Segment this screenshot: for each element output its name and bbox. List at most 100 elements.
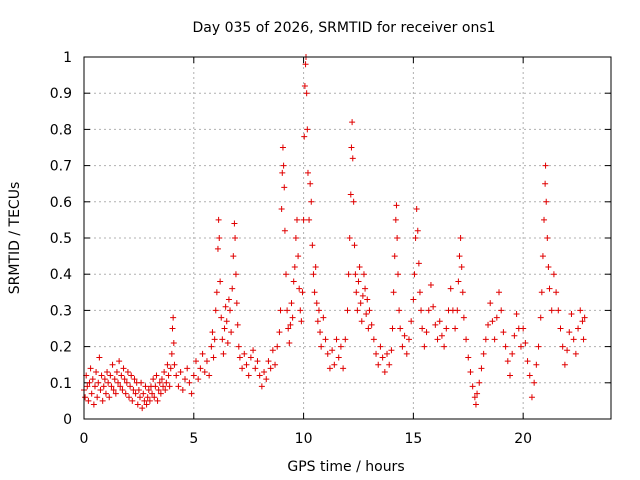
data-point xyxy=(267,365,274,372)
data-point xyxy=(362,285,369,292)
x-tick-label: 10 xyxy=(295,431,313,447)
data-point xyxy=(301,133,308,140)
data-point xyxy=(175,383,182,390)
data-point xyxy=(154,397,161,404)
data-points xyxy=(81,54,588,412)
data-point xyxy=(236,354,243,361)
data-point xyxy=(115,379,122,386)
data-point xyxy=(158,376,165,383)
data-point xyxy=(531,379,538,386)
data-point xyxy=(421,343,428,350)
data-point xyxy=(502,343,509,350)
x-tick-label: 15 xyxy=(404,431,422,447)
data-point xyxy=(550,271,557,278)
data-point xyxy=(491,336,498,343)
data-point xyxy=(368,321,375,328)
data-point xyxy=(161,368,168,375)
data-point xyxy=(478,365,485,372)
data-point xyxy=(129,397,136,404)
data-point xyxy=(170,339,177,346)
data-point xyxy=(211,336,218,343)
data-point xyxy=(506,372,513,379)
y-tick-label: 0.7 xyxy=(50,159,72,175)
data-point xyxy=(580,336,587,343)
y-tick-label: 0.6 xyxy=(50,195,72,211)
y-tick-label: 0.4 xyxy=(50,267,72,283)
data-point xyxy=(104,368,111,375)
data-point xyxy=(278,206,285,213)
data-point xyxy=(138,379,145,386)
data-point xyxy=(203,358,210,365)
data-point xyxy=(250,347,257,354)
data-point xyxy=(143,401,150,408)
data-point xyxy=(287,321,294,328)
data-point xyxy=(110,387,117,394)
y-tick-labels: 0 0.1 0.2 0.3 0.4 0.5 0.6 0.7 0.8 0.9 1 xyxy=(50,50,72,428)
data-point xyxy=(245,372,252,379)
data-point xyxy=(102,390,109,397)
data-point xyxy=(375,361,382,368)
data-point xyxy=(304,169,311,176)
data-point xyxy=(131,376,138,383)
data-point xyxy=(373,350,380,357)
data-point xyxy=(345,271,352,278)
data-point xyxy=(311,289,318,296)
data-point xyxy=(165,372,172,379)
data-point xyxy=(105,379,112,386)
data-point xyxy=(358,318,365,325)
data-point xyxy=(95,379,102,386)
data-point xyxy=(465,354,472,361)
data-point xyxy=(340,365,347,372)
data-point xyxy=(553,289,560,296)
data-point xyxy=(539,253,546,260)
data-point xyxy=(82,394,89,401)
data-point xyxy=(166,383,173,390)
data-point xyxy=(299,289,306,296)
data-point xyxy=(218,314,225,321)
data-point xyxy=(471,394,478,401)
data-point xyxy=(199,350,206,357)
data-point xyxy=(528,394,535,401)
data-point xyxy=(458,263,465,270)
data-point xyxy=(85,397,92,404)
data-point xyxy=(313,300,320,307)
data-point xyxy=(126,394,133,401)
data-point xyxy=(579,318,586,325)
data-point xyxy=(386,361,393,368)
data-point xyxy=(485,321,492,328)
data-point xyxy=(392,216,399,223)
data-point xyxy=(139,405,146,412)
data-point xyxy=(432,321,439,328)
data-point xyxy=(318,343,325,350)
data-point xyxy=(349,119,356,126)
data-point xyxy=(141,397,148,404)
data-point xyxy=(227,307,234,314)
data-point xyxy=(309,242,316,249)
data-point xyxy=(190,372,197,379)
data-point xyxy=(397,325,404,332)
data-point xyxy=(326,365,333,372)
data-point xyxy=(285,325,292,332)
data-point xyxy=(354,307,361,314)
data-point xyxy=(472,401,479,408)
data-point xyxy=(546,285,553,292)
data-point xyxy=(261,368,268,375)
data-point xyxy=(312,263,319,270)
data-point xyxy=(524,358,531,365)
data-point xyxy=(290,278,297,285)
data-point xyxy=(403,350,410,357)
data-point xyxy=(222,303,229,310)
data-point xyxy=(111,376,118,383)
data-point xyxy=(224,339,231,346)
data-point xyxy=(342,336,349,343)
data-point xyxy=(456,253,463,260)
data-point xyxy=(545,263,552,270)
data-point xyxy=(352,271,359,278)
data-point xyxy=(118,372,125,379)
data-point xyxy=(391,253,398,260)
data-point xyxy=(317,329,324,336)
data-point xyxy=(292,235,299,241)
y-tick-label: 1 xyxy=(63,50,72,66)
data-point xyxy=(220,350,227,357)
data-point xyxy=(377,343,384,350)
